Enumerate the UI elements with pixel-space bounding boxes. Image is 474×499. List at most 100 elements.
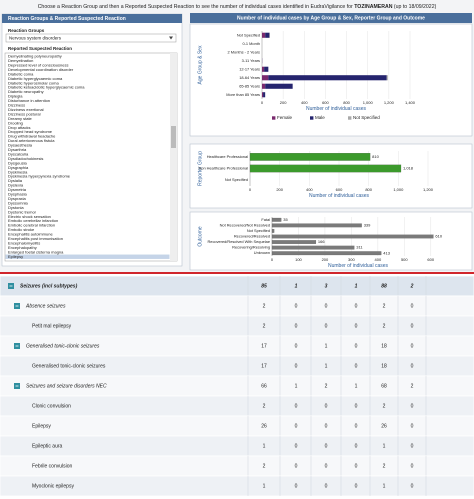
cell-value: 0 bbox=[325, 303, 328, 309]
y-tick-label: Not Recovered/Not Resolved bbox=[220, 222, 270, 227]
x-tick-label: 400 bbox=[306, 187, 313, 192]
row-label: Febrile convulsion bbox=[32, 463, 73, 469]
y-tick-label: Not Specified bbox=[237, 32, 260, 37]
x-tick-label: 400 bbox=[301, 100, 308, 105]
reaction-item[interactable]: Dystonic tremor bbox=[8, 209, 37, 214]
reaction-item[interactable]: Dyslexia bbox=[8, 183, 24, 188]
reaction-item[interactable]: Dizziness exertional bbox=[8, 107, 44, 112]
cell-value: 0 bbox=[325, 403, 328, 409]
cell-value: 88 bbox=[381, 283, 387, 289]
reaction-item[interactable]: Dysmetria bbox=[8, 187, 27, 192]
table-row bbox=[0, 475, 474, 497]
reaction-item[interactable]: Diabetic hyperglycaemic coma bbox=[8, 76, 63, 81]
y-tick-label: Unknown bbox=[254, 250, 270, 255]
reaction-item[interactable]: Dysarthria bbox=[8, 147, 27, 152]
reaction-item[interactable]: Encephalitis post immunisation bbox=[8, 236, 63, 241]
x-tick-label: 1,000 bbox=[393, 187, 404, 192]
cell-value: 0 bbox=[295, 343, 298, 349]
y-tick-label: Healthcare Professional bbox=[207, 154, 248, 159]
y-tick-label: 65-85 Years bbox=[239, 83, 260, 88]
x-tick-label: 600 bbox=[427, 257, 434, 262]
cell-value: 0 bbox=[295, 303, 298, 309]
cell-value: 1 bbox=[263, 483, 266, 489]
reaction-item[interactable]: Encephalomyelitis bbox=[8, 240, 40, 245]
row-label: Seizures and seizure disorders NEC bbox=[26, 383, 107, 389]
reaction-item[interactable]: Embolic stroke bbox=[8, 227, 35, 232]
bar-segment bbox=[264, 66, 269, 72]
x-tick-label: 400 bbox=[375, 257, 382, 262]
reaction-item[interactable]: Epilepsy bbox=[8, 254, 23, 259]
x-tick-label: 0 bbox=[271, 257, 274, 262]
reaction-item[interactable]: Disturbance in attention bbox=[8, 98, 50, 103]
cell-value: 18 bbox=[381, 363, 387, 369]
group-dropdown[interactable] bbox=[5, 33, 177, 43]
reaction-item[interactable]: Dysaesthesia bbox=[8, 143, 33, 148]
y-tick-label: 18-64 Years bbox=[239, 75, 260, 80]
cell-value: 3 bbox=[325, 283, 328, 289]
x-tick-label: 0 bbox=[261, 100, 264, 105]
reaction-item[interactable]: Demyelinating polyneuropathy bbox=[8, 54, 62, 59]
group-value[interactable]: Nervous system disorders bbox=[9, 35, 62, 40]
value-label: 413 bbox=[383, 250, 390, 255]
reaction-item[interactable]: Embolic cerebral infarction bbox=[8, 223, 55, 228]
reaction-item[interactable]: Diabetic ketoacidotic hyperglycaemic com… bbox=[8, 85, 85, 90]
header: Choose a Reaction Group and then a Repor… bbox=[38, 4, 437, 10]
cell-value: 0 bbox=[295, 483, 298, 489]
reaction-item[interactable]: Dyskinesia hyperpyrexia syndrome bbox=[8, 174, 71, 179]
reaction-item[interactable]: Encephalitis autoimmune bbox=[8, 232, 53, 237]
reaction-item[interactable]: Dizziness bbox=[8, 103, 25, 108]
selected-row bbox=[5, 254, 170, 259]
reaction-item[interactable]: Dreamy state bbox=[8, 116, 33, 121]
table-row bbox=[0, 415, 474, 437]
bar bbox=[271, 229, 275, 233]
header-date: (up to 18/09/2022) bbox=[392, 4, 436, 10]
reaction-item[interactable]: Diplegia bbox=[8, 94, 23, 99]
cell-value: 0 bbox=[355, 363, 358, 369]
reaction-item[interactable]: Diabetic hyperosmolar coma bbox=[8, 80, 59, 85]
reaction-item[interactable]: Drop attacks bbox=[8, 125, 30, 130]
reaction-item[interactable]: Dysgeusia bbox=[8, 160, 27, 165]
reaction-item[interactable]: Dysphasia bbox=[8, 192, 27, 197]
cell-value: 0 bbox=[325, 483, 328, 489]
cell-value: 2 bbox=[410, 283, 414, 289]
cell-value: 2 bbox=[383, 403, 386, 409]
cell-value: 85 bbox=[261, 283, 267, 289]
value-label: 311 bbox=[356, 245, 363, 250]
reaction-item[interactable]: Dyslalia bbox=[8, 178, 23, 183]
y-tick-label: Non Healthcare Professional bbox=[198, 166, 248, 171]
cell-value: 2 bbox=[263, 403, 266, 409]
reaction-item[interactable]: Dyskinesia bbox=[8, 169, 28, 174]
scrollbar[interactable] bbox=[170, 53, 177, 261]
bar bbox=[271, 240, 317, 244]
reaction-item[interactable]: Encephalopathy bbox=[8, 245, 37, 250]
reaction-item[interactable]: Dyssomnia bbox=[8, 200, 29, 205]
reaction-item[interactable]: Drooling bbox=[8, 120, 23, 125]
reaction-item[interactable]: Enlarged foetal cisterna magna bbox=[8, 249, 64, 254]
reaction-item[interactable]: Embolic cerebellar infarction bbox=[8, 218, 58, 223]
cell-value: 26 bbox=[261, 423, 267, 429]
y-tick-label: Recovering/Resolving bbox=[232, 245, 270, 250]
reaction-item[interactable]: Electric shock sensation bbox=[8, 214, 51, 219]
value-label: 35 bbox=[283, 217, 288, 222]
reaction-item[interactable]: Dizziness postural bbox=[8, 111, 41, 116]
scroll-thumb[interactable] bbox=[171, 126, 176, 148]
reaction-item[interactable]: Dropped head syndrome bbox=[8, 129, 53, 134]
reaction-item[interactable]: Dural arteriovenous fistula bbox=[8, 138, 55, 143]
reaction-item[interactable]: Diabetic coma bbox=[8, 71, 34, 76]
x-tick-label: 300 bbox=[348, 257, 355, 262]
cell-value: 0 bbox=[411, 423, 414, 429]
reaction-item[interactable]: Dysgraphia bbox=[8, 165, 29, 170]
reaction-item[interactable]: Dyscalculia bbox=[8, 151, 29, 156]
reaction-item[interactable]: Depressed level of consciousness bbox=[8, 62, 68, 67]
reaction-item[interactable]: Dystonia bbox=[8, 205, 24, 210]
reaction-item[interactable]: Developmental coordination disorder bbox=[8, 67, 74, 72]
reaction-item[interactable]: Demyelination bbox=[8, 58, 33, 63]
reaction-item[interactable]: Diabetic neuropathy bbox=[8, 89, 44, 94]
reaction-item[interactable]: Dyspraxia bbox=[8, 196, 27, 201]
header-text: Choose a Reaction Group and then a Repor… bbox=[38, 4, 355, 10]
reaction-list bbox=[4, 52, 178, 262]
y-tick-label: Recovered/Resolved bbox=[234, 234, 270, 239]
reaction-item[interactable]: Dysdiadochokinesis bbox=[8, 156, 43, 161]
reaction-item[interactable]: Drug withdrawal headache bbox=[8, 134, 56, 139]
